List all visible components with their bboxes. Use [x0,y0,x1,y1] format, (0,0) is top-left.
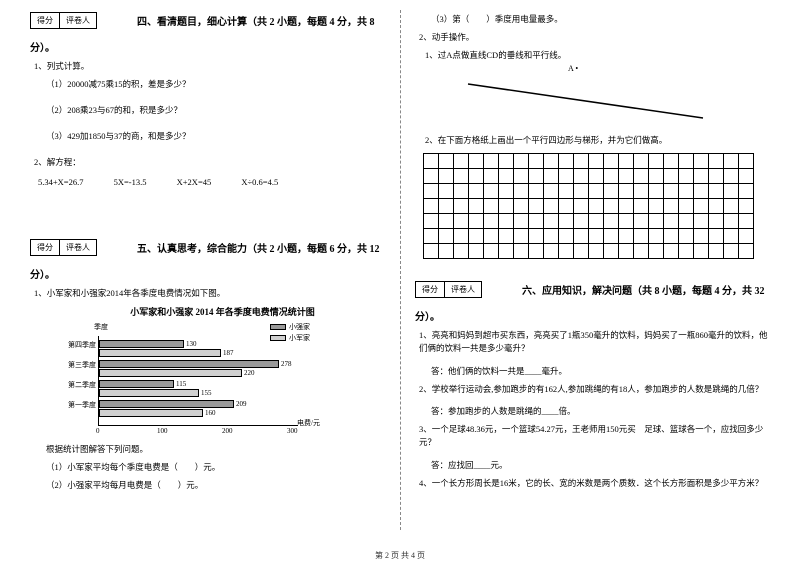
xtick-2: 200 [222,427,233,435]
legend-a: 小强家 [289,322,310,332]
bar [99,360,279,368]
bar-label: 115 [176,380,186,388]
bar-label: 155 [201,389,212,397]
q5-foot: 根据统计图解答下列问题。 [46,443,385,456]
chart-title: 小军家和小强家 2014 年各季度电费情况统计图 [60,305,385,318]
bar-label: 220 [244,369,255,377]
bar [99,349,221,357]
q6-4: 4、一个长方形周长是16米，它的长、宽的米数是两个质数．这个长方形面积是多少平方… [419,477,770,490]
score-box-6: 得分 评卷人 [415,281,482,298]
page-footer: 第 2 页 共 4 页 [0,550,800,561]
q4-2: 2、解方程： [34,156,385,169]
r-q2-1: 1、过A点做直线CD的垂线和平行线。 [425,49,770,62]
line-cd [423,66,753,126]
x-axis-label: 电费/元 [297,418,320,428]
bar-label: 160 [205,409,216,417]
q4-1c: （3）429加1850与37的商，和是多少？ [46,130,385,142]
point-a-label: A • [568,64,578,73]
section-5-title: 五、认真思考，综合能力（共 2 小题，每题 6 分，共 12 [137,240,380,255]
eq4: X÷0.6=4.5 [241,177,278,187]
q6-1: 1、亮亮和妈妈到超市买东西，亮亮买了1瓶350毫升的饮料，妈妈买了一瓶860毫升… [419,329,770,355]
bar [99,340,184,348]
bar [99,409,203,417]
eq1: 5.34+X=26.7 [38,177,83,187]
q4-1b: （2）208乘23与67的和，积是多少？ [46,104,385,116]
r-q2-2: 2、在下面方格纸上画出一个平行四边形与梯形，并为它们做高。 [425,134,770,147]
q5-1-1: （1）小军家平均每个季度电费是（ ）元。 [46,461,385,474]
bar [99,400,234,408]
a6-3: 答：应找回____元。 [431,459,770,471]
bar-label: 278 [281,360,292,368]
score-label: 得分 [416,282,445,297]
eq3: X+2X=45 [177,177,212,187]
ylabel-1: 第四季度 [60,340,96,350]
eq2: 5X=-13.5 [114,177,147,187]
section-4-title: 四、看清题目，细心计算（共 2 小题，每题 4 分，共 8 [137,13,375,28]
a6-1: 答：他们俩的饮料一共是____毫升。 [431,365,770,377]
equation-row: 5.34+X=26.7 5X=-13.5 X+2X=45 X÷0.6=4.5 [38,177,385,187]
ylabel-4: 第一季度 [60,400,96,410]
bar [99,369,242,377]
perpendicular-diagram: A • [423,66,753,126]
score-box-5: 得分 评卷人 [30,239,97,256]
section-6-title: 六、应用知识，解决问题（共 8 小题，每题 4 分，共 32 [522,282,765,297]
bar-label: 187 [223,349,234,357]
q6-3: 3、一个足球48.36元，一个篮球54.27元，王老师用150元买 足球、篮球各… [419,423,770,449]
q4-1a: （1）20000减75乘15的积，差是多少？ [46,78,385,90]
q5-1: 1、小军家和小强家2014年各季度电费情况如下图。 [34,287,385,300]
q6-2: 2、学校举行运动会,参加跑步的有162人,参加跳绳的有18人，参加跑步的人数是跳… [419,383,770,396]
a6-2: 答：参加跑步的人数是跳绳的____倍。 [431,405,770,417]
score-label: 得分 [31,13,60,28]
bar [99,389,199,397]
xtick-3: 300 [287,427,298,435]
xtick-1: 100 [157,427,168,435]
score-box-4: 得分 评卷人 [30,12,97,29]
section-5-cont: 分）。 [30,266,385,281]
grader-label: 评卷人 [60,13,96,28]
r-q1-3: （3）第（ ）季度用电量最多。 [431,13,770,26]
grader-label: 评卷人 [60,240,96,255]
chart-area: 130187278220115155209160 0 100 200 300 电… [98,336,298,426]
grid-paper [423,153,754,259]
bar [99,380,174,388]
ylabel-3: 第二季度 [60,380,96,390]
bar-label: 209 [236,400,247,408]
grader-label: 评卷人 [445,282,481,297]
section-4-cont: 分）。 [30,39,385,54]
q5-1-2: （2）小强家平均每月电费是（ ）元。 [46,479,385,492]
q4-1: 1、列式计算。 [34,60,385,73]
r-q2: 2、动手操作。 [419,31,770,44]
y-axis-label: 季度 [94,322,108,332]
ylabel-2: 第三季度 [60,360,96,370]
column-divider [400,10,401,530]
section-6-cont: 分）。 [415,308,770,323]
xtick-0: 0 [96,427,100,435]
bar-chart: 小军家和小强家 2014 年各季度电费情况统计图 小强家 小军家 季度 第四季度… [60,305,385,437]
bar-label: 130 [186,340,197,348]
score-label: 得分 [31,240,60,255]
